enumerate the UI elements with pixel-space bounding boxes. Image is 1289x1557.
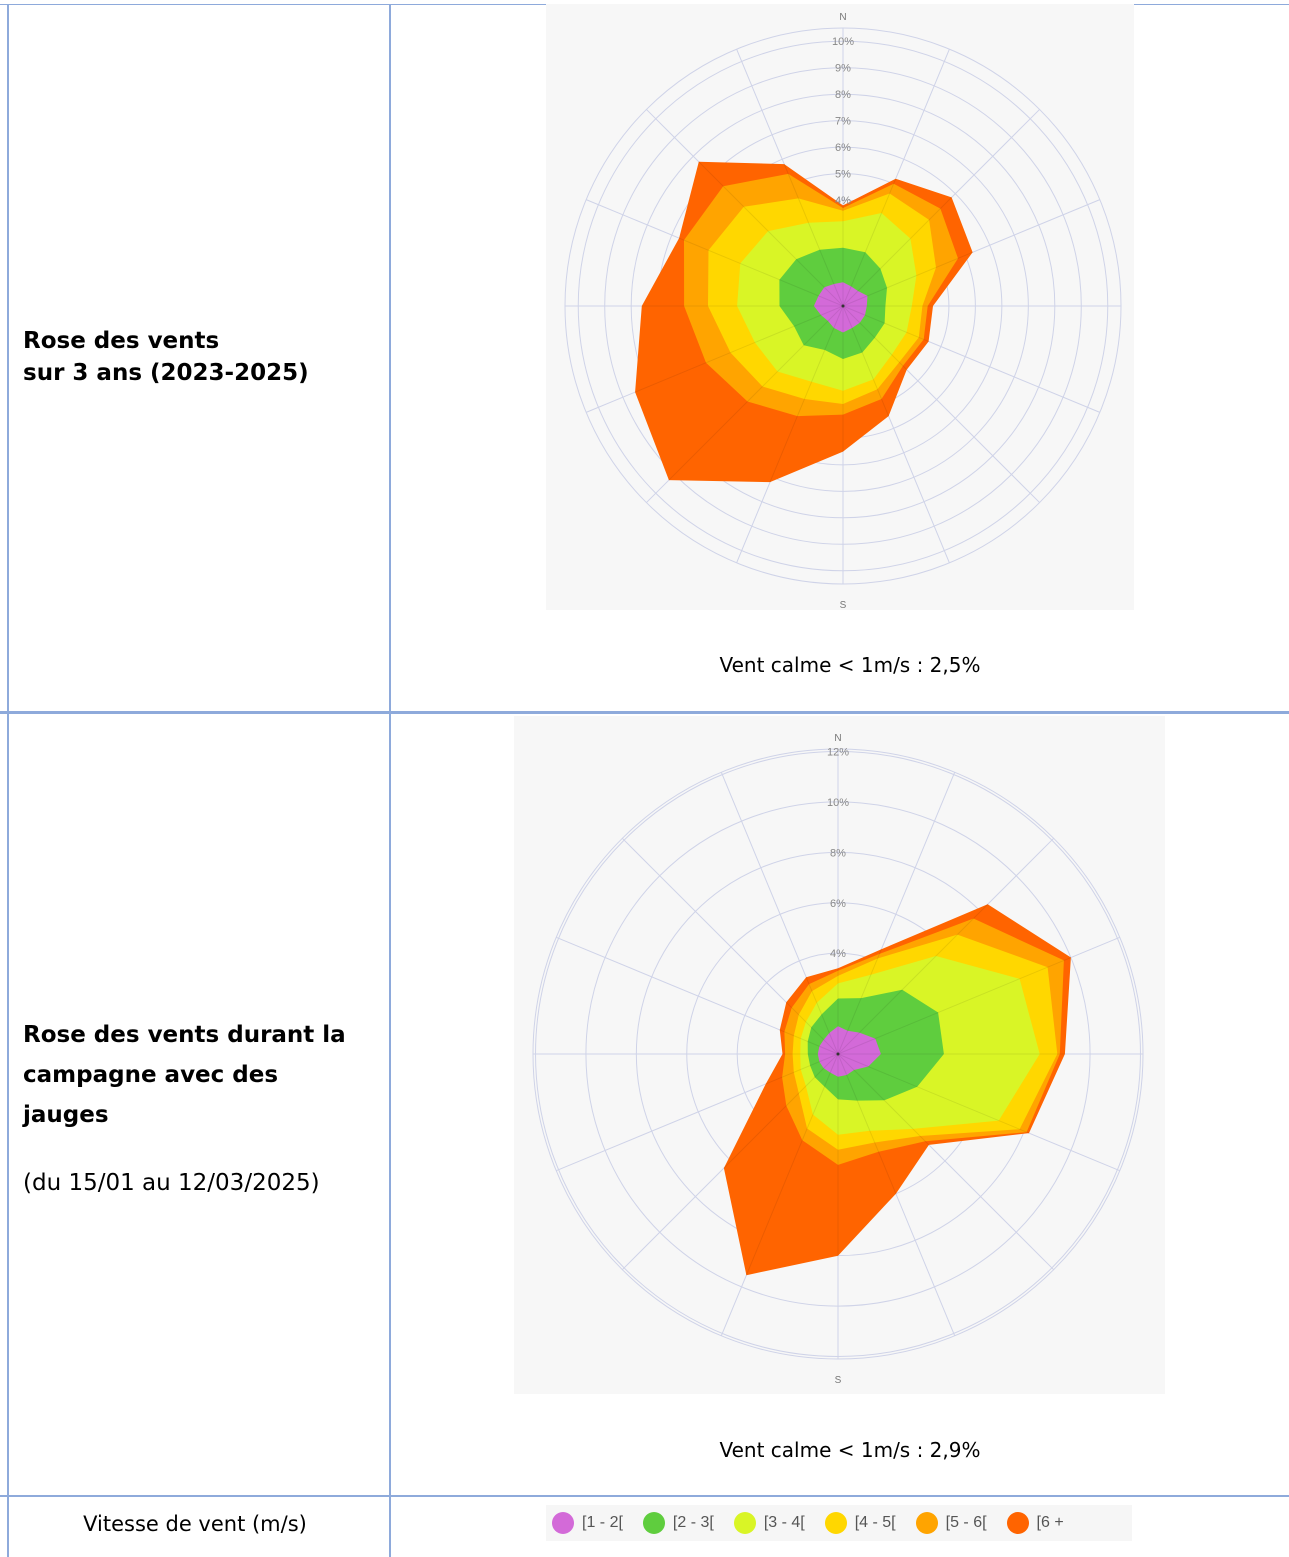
radial-tick-label: 6%: [830, 898, 846, 910]
spoke-overlay: [783, 163, 844, 307]
south-label: S: [835, 1375, 842, 1386]
legend-label: [3 - 4[: [763, 1514, 805, 1531]
spoke-overlay: [779, 1029, 839, 1055]
spoke-overlay: [785, 1001, 839, 1055]
spoke-overlay: [805, 976, 839, 1055]
spoke-overlay: [668, 305, 844, 481]
spoke-overlay: [765, 1053, 839, 1085]
row2-title-line: jauges: [23, 1102, 109, 1128]
wind-rose-svg-2: 4% 6% 8% 10% 12% N S: [532, 733, 1144, 1386]
spoke-overlay: [745, 1053, 839, 1276]
spoke-overlay: [837, 1053, 930, 1146]
spoke-overlay: [842, 305, 908, 371]
radial-tick-label: 10%: [827, 797, 849, 809]
speed-legend: [1 - 2[ [2 - 3[ [3 - 4[ [4 - 5[ [5 - 6[ [6 +: [546, 1505, 1132, 1541]
legend-label: [2 - 3[: [672, 1514, 714, 1531]
table-border-left: [7, 4, 9, 1557]
legend-item[interactable]: [5 - 6[: [915, 1512, 987, 1534]
wind-speed-label: Vitesse de vent (m/s): [83, 1512, 307, 1536]
calm-wind-text-2: Vent calme < 1m/s : 2,9%: [719, 1438, 981, 1462]
radial-tick-label: 12%: [827, 747, 849, 759]
legend-item[interactable]: [6 +: [1006, 1512, 1064, 1534]
legend-swatch: [915, 1512, 938, 1534]
north-label: N: [839, 12, 846, 23]
table-row-divider-1: [0, 711, 1289, 714]
legend-item[interactable]: [1 - 2[: [552, 1512, 623, 1534]
legend-label: [1 - 2[: [582, 1514, 623, 1531]
wind-rose-chart-1: 4% 5% 6% 7% 8% 9% 10% N S: [546, 4, 1134, 611]
radial-tick-label: 9%: [835, 63, 851, 75]
row2-title-line: campagne avec des: [23, 1062, 279, 1088]
legend-label: [4 - 5[: [854, 1514, 896, 1531]
spoke-overlay: [769, 305, 844, 483]
radial-tick-label: 8%: [830, 847, 846, 859]
spoke-overlay: [837, 957, 1072, 1055]
spoke-overlay: [842, 305, 929, 342]
table-row-divider-2: [0, 1495, 1289, 1497]
spoke-overlay: [837, 903, 989, 1055]
row2-label: Rose des vents durant la campagne avec d…: [23, 1015, 383, 1199]
south-label: S: [840, 600, 847, 610]
series-area: [817, 1026, 881, 1077]
legend-label: [5 - 6[: [945, 1514, 987, 1531]
spoke-overlay: [842, 251, 973, 307]
spoke-overlay: [634, 305, 844, 393]
legend-item[interactable]: [4 - 5[: [824, 1512, 896, 1534]
row2-subtitle: (du 15/01 au 12/03/2025): [23, 1170, 320, 1196]
legend-swatch: [824, 1512, 847, 1534]
radial-tick-label: 10%: [832, 36, 854, 48]
spoke-overlay: [837, 1053, 1030, 1134]
legend-swatch: [642, 1512, 665, 1534]
legend-item[interactable]: [2 - 3[: [642, 1512, 714, 1534]
legend-swatch: [552, 1512, 574, 1534]
radial-tick-label: 7%: [835, 116, 851, 128]
series-area: [813, 282, 868, 333]
legend-swatch: [733, 1512, 756, 1534]
radial-tick-label: 4%: [835, 195, 851, 207]
row1-title-line: sur 3 ans (2023-2025): [23, 360, 309, 386]
radial-tick-label: 4%: [830, 948, 846, 960]
spoke-overlay: [837, 949, 882, 1055]
north-label: N: [834, 733, 841, 744]
center-dot: [841, 304, 845, 308]
spoke-overlay: [837, 1053, 897, 1194]
center-dot: [836, 1052, 840, 1056]
row1-label: Rose des vents sur 3 ans (2023-2025): [23, 325, 373, 389]
row2-title-line: Rose des vents durant la: [23, 1022, 346, 1048]
radial-tick-label: 5%: [835, 169, 851, 181]
spoke-overlay: [723, 1053, 839, 1169]
radial-tick-label: 6%: [835, 142, 851, 154]
calm-wind-text-1: Vent calme < 1m/s : 2,5%: [719, 653, 981, 677]
legend-item[interactable]: [3 - 4[: [733, 1512, 805, 1534]
wind-rose-chart-2: 4% 6% 8% 10% 12% N S: [514, 716, 1165, 1394]
radial-tick-label: 8%: [835, 89, 851, 101]
wind-rose-svg-1: 4% 5% 6% 7% 8% 9% 10% N S: [564, 12, 1122, 611]
spoke-overlay: [842, 178, 897, 307]
legend-label: [6 +: [1036, 1514, 1064, 1531]
table-column-divider: [389, 4, 391, 1557]
spoke-overlay: [698, 161, 844, 307]
spoke-overlay: [842, 305, 890, 417]
spoke-overlay: [842, 197, 952, 307]
legend-swatch: [1006, 1512, 1029, 1534]
row1-title-line: Rose des vents: [23, 328, 220, 354]
spoke-overlay: [678, 237, 844, 307]
